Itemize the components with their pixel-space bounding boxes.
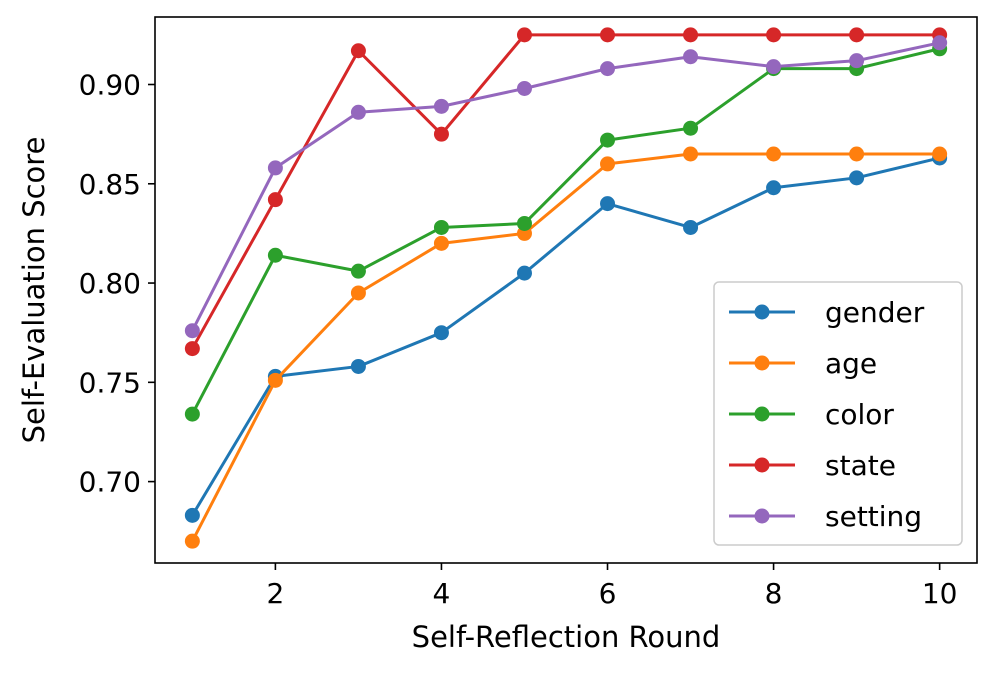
legend-label: setting (825, 500, 922, 533)
data-point-age (766, 146, 782, 162)
y-tick-label: 0.80 (79, 267, 141, 300)
data-point-state (516, 27, 532, 43)
legend-swatch-marker (754, 406, 770, 422)
y-tick-label: 0.70 (79, 466, 141, 499)
data-point-state (849, 27, 865, 43)
data-point-color (600, 132, 616, 148)
data-point-state (600, 27, 616, 43)
data-point-setting (267, 160, 283, 176)
x-tick-label: 10 (922, 577, 958, 610)
y-tick-label: 0.85 (79, 168, 141, 201)
series-layer (184, 27, 948, 549)
legend-item-gender: gender (729, 296, 925, 329)
data-point-gender (849, 170, 865, 186)
series-line-setting (191, 41, 940, 332)
series-setting (184, 35, 948, 339)
x-tick-label: 6 (599, 577, 617, 610)
plot-frame (154, 16, 978, 564)
y-tick-label: 0.90 (79, 69, 141, 102)
data-point-age (350, 285, 366, 301)
x-tick-label: 8 (765, 577, 783, 610)
legend-item-age: age (729, 347, 877, 380)
series-line-state (191, 33, 940, 350)
series-line-gender (191, 156, 940, 517)
y-axis: 0.70 0.75 0.80 0.85 0.90 (79, 69, 155, 499)
data-point-age (267, 372, 283, 388)
data-point-color (184, 406, 200, 422)
data-point-color (683, 120, 699, 136)
data-point-setting (516, 80, 532, 96)
legend-label: gender (825, 296, 925, 329)
data-point-gender (766, 180, 782, 196)
series-line-color (191, 47, 940, 415)
data-point-setting (350, 104, 366, 120)
legend-swatch-marker (754, 457, 770, 473)
legend-item-state: state (729, 449, 896, 482)
data-point-gender (184, 507, 200, 523)
data-point-gender (600, 196, 616, 212)
data-point-age (932, 146, 948, 162)
x-tick-label: 4 (433, 577, 451, 610)
x-axis-title: Self-Reflection Round (412, 620, 721, 654)
data-point-state (766, 27, 782, 43)
y-tick-label: 0.75 (79, 366, 141, 399)
data-point-color (350, 263, 366, 279)
data-point-setting (683, 49, 699, 65)
data-point-age (184, 533, 200, 549)
data-point-gender (683, 219, 699, 235)
legend-label: age (825, 347, 877, 380)
data-point-state (350, 43, 366, 59)
data-point-state (267, 192, 283, 208)
data-point-setting (433, 98, 449, 114)
data-point-setting (766, 59, 782, 75)
series-state (184, 27, 948, 357)
data-point-color (516, 215, 532, 231)
data-point-setting (600, 61, 616, 77)
series-line-age (191, 152, 940, 542)
y-axis-title: Self-Evaluation Score (17, 137, 51, 444)
data-point-gender (516, 265, 532, 281)
data-point-state (184, 341, 200, 357)
x-axis: 2 4 6 8 10 (266, 563, 957, 610)
legend-swatch-marker (754, 304, 770, 320)
legend-label: state (825, 449, 896, 482)
data-point-age (600, 156, 616, 172)
data-point-color (433, 219, 449, 235)
data-point-setting (849, 53, 865, 69)
legend-item-color: color (729, 398, 894, 431)
legend-swatch-marker (754, 355, 770, 371)
x-tick-label: 2 (266, 577, 284, 610)
legend-box (713, 281, 963, 546)
data-point-gender (433, 325, 449, 341)
data-point-age (683, 146, 699, 162)
data-point-color (267, 247, 283, 263)
series-color (184, 41, 948, 422)
data-point-age (849, 146, 865, 162)
legend-item-setting: setting (729, 500, 922, 533)
data-point-setting (932, 35, 948, 51)
legend-label: color (825, 398, 894, 431)
data-point-age (433, 235, 449, 251)
series-gender (184, 150, 948, 523)
legend-swatch-marker (754, 508, 770, 524)
data-point-gender (350, 358, 366, 374)
legend: gender age color state setting (713, 281, 963, 546)
data-point-state (433, 126, 449, 142)
data-point-state (683, 27, 699, 43)
data-point-setting (184, 323, 200, 339)
